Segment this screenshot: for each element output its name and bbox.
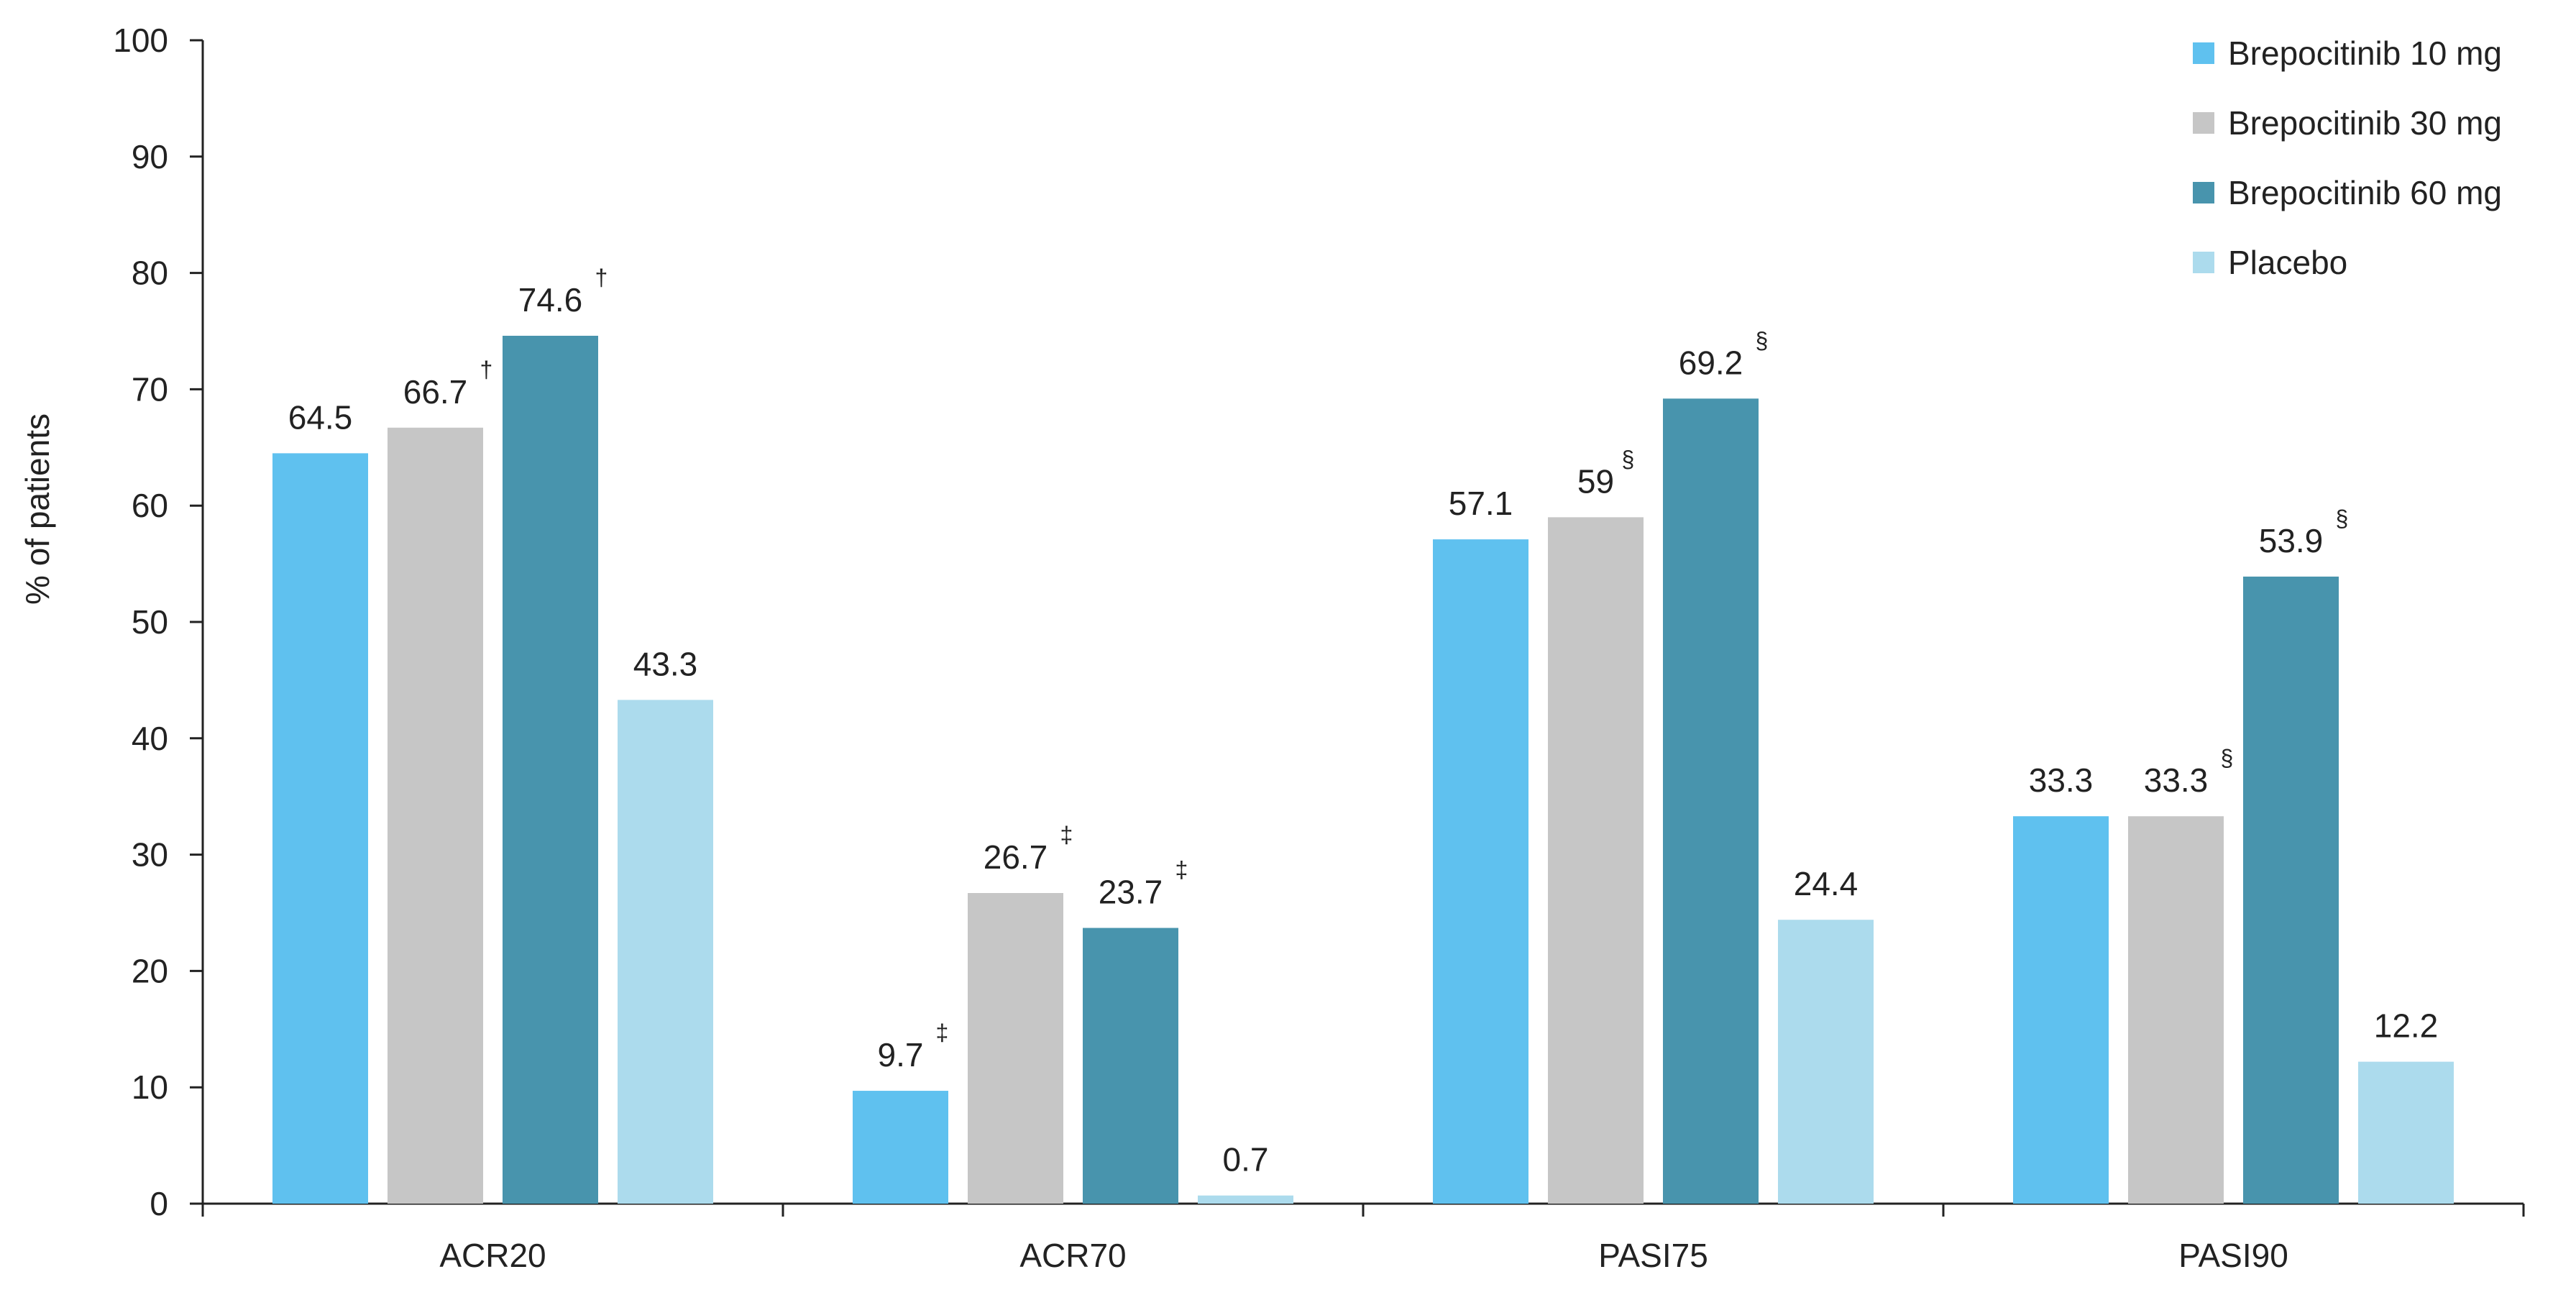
bar	[2013, 816, 2109, 1204]
bar	[2243, 576, 2339, 1204]
data-label: 26.7	[984, 838, 1048, 876]
x-axis: ACR20 ACR70 PASI75 PASI90	[201, 1202, 2525, 1274]
bar	[1548, 517, 1644, 1204]
significance-mark: §	[2336, 505, 2349, 531]
data-label: 74.6	[518, 281, 583, 319]
bar	[1198, 1195, 1293, 1204]
data-label: 66.7	[403, 373, 468, 411]
legend-swatch	[2193, 112, 2214, 134]
legend-label: Brepocitinib 60 mg	[2228, 174, 2502, 211]
legend: Brepocitinib 10 mg Brepocitinib 30 mg Brep…	[2193, 35, 2502, 281]
data-label: 0.7	[1223, 1141, 1269, 1178]
data-label: 59	[1577, 462, 1614, 500]
data-label: 9.7	[878, 1036, 924, 1074]
significance-mark: §	[1756, 327, 1769, 353]
data-label: 24.4	[1794, 865, 1858, 902]
data-label: 23.7	[1099, 874, 1163, 911]
bar	[618, 700, 713, 1204]
legend-label: Placebo	[2228, 244, 2347, 281]
category-label: ACR70	[1019, 1237, 1126, 1274]
y-tick-label: 80	[132, 255, 168, 292]
significance-mark: §	[1622, 446, 1635, 472]
significance-mark: †	[480, 357, 493, 383]
y-tick-label: 30	[132, 836, 168, 874]
data-label: 53.9	[2259, 522, 2324, 559]
y-tick-label: 0	[150, 1185, 168, 1222]
y-tick-label: 60	[132, 487, 168, 524]
bar	[503, 335, 598, 1204]
data-label: 33.3	[2029, 761, 2094, 799]
bar	[2128, 816, 2224, 1204]
y-tick-label: 50	[132, 603, 168, 641]
data-label: 33.3	[2144, 761, 2209, 799]
bar	[968, 892, 1063, 1204]
legend-label: Brepocitinib 30 mg	[2228, 104, 2502, 142]
y-tick-label: 100	[113, 22, 168, 59]
bar	[2358, 1061, 2454, 1204]
bar	[1663, 398, 1759, 1204]
legend-swatch	[2193, 42, 2214, 64]
data-label: 43.3	[633, 645, 698, 682]
legend-swatch	[2193, 182, 2214, 203]
data-labels: 64.5 9.7 ‡ 57.1 33.3 66.7 † 26.7 ‡ 59 § 33.3 § 74.6 † 2…	[288, 265, 2439, 1178]
significance-mark: ‡	[1175, 857, 1188, 883]
category-label: PASI90	[2178, 1237, 2288, 1274]
bar	[1778, 920, 1874, 1204]
significance-mark: §	[2221, 745, 2234, 771]
category-label: ACR20	[439, 1237, 546, 1274]
y-axis-title: % of patients	[19, 413, 56, 605]
bar	[1083, 928, 1178, 1204]
y-tick-label: 70	[132, 370, 168, 408]
y-tick-label: 20	[132, 952, 168, 989]
y-tick-label: 40	[132, 720, 168, 757]
y-tick-label: 90	[132, 138, 168, 175]
data-label: 12.2	[2374, 1007, 2439, 1045]
data-label: 69.2	[1679, 344, 1743, 381]
bar	[1433, 539, 1528, 1204]
bar	[853, 1091, 948, 1204]
bar	[388, 427, 483, 1204]
bar	[272, 453, 368, 1204]
y-axis: 0 10 20 30 40 50 60 70 80 90 100	[113, 22, 204, 1222]
legend-label: Brepocitinib 10 mg	[2228, 35, 2502, 72]
y-tick-label: 10	[132, 1068, 168, 1106]
legend-swatch	[2193, 252, 2214, 273]
data-label: 57.1	[1449, 485, 1513, 522]
significance-mark: †	[595, 265, 608, 290]
data-label: 64.5	[288, 398, 353, 436]
bars	[272, 335, 2454, 1204]
significance-mark: ‡	[936, 1020, 949, 1045]
category-label: PASI75	[1598, 1237, 1708, 1274]
significance-mark: ‡	[1060, 822, 1073, 848]
